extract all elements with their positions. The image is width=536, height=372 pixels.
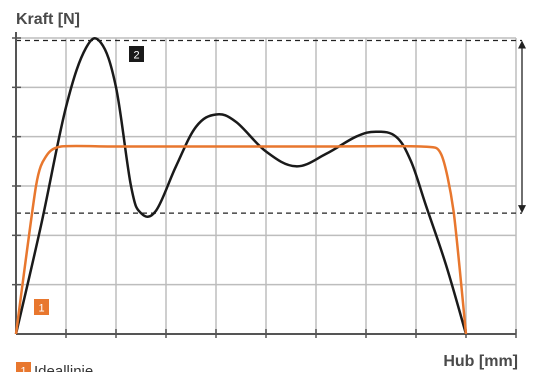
series-line-ideallinie [14, 144, 468, 335]
series-marker-1: 1 [34, 299, 49, 315]
y-axis-label: Kraft [N] [16, 11, 80, 28]
grid [16, 37, 517, 334]
series-group [14, 37, 468, 335]
legend-entry-ideallinie: 1 Ideallinie [16, 362, 93, 372]
marker-box-2 [129, 46, 144, 62]
series-markers: 12 [34, 46, 144, 315]
marker-label-1: 1 [38, 303, 44, 315]
legend: 1 Ideallinie [16, 362, 93, 372]
legend-label-ideallinie: Ideallinie [34, 363, 93, 372]
x-axis-label: Hub [mm] [443, 353, 518, 370]
legend-box-1 [16, 362, 31, 372]
marker-box-1 [34, 299, 49, 315]
legend-box-label-1: 1 [20, 366, 26, 372]
series-line-actual [14, 37, 468, 335]
axes [12, 32, 517, 338]
range-arrow-head-up [518, 40, 526, 49]
series-marker-2: 2 [129, 46, 144, 62]
range-arrow-head-down [518, 205, 526, 214]
marker-label-2: 2 [133, 50, 139, 62]
